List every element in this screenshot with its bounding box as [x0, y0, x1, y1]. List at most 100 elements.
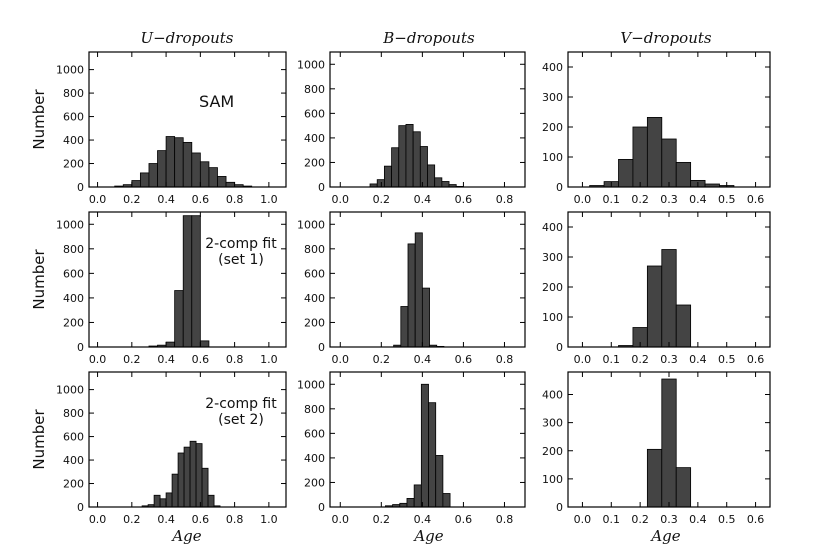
y-tick-label: 100 [542, 473, 563, 486]
y-tick-label: 0 [556, 341, 563, 354]
y-tick-label: 200 [542, 121, 563, 134]
x-tick-label: 0.8 [226, 353, 244, 366]
y-tick-label: 0 [77, 341, 84, 354]
y-tick-label: 800 [63, 87, 84, 100]
x-tick-label: 0.0 [574, 513, 592, 526]
y-axis-label: Number [30, 409, 48, 470]
y-tick-label: 200 [542, 281, 563, 294]
x-tick-label: 0.5 [718, 193, 736, 206]
histogram-bar [139, 172, 150, 188]
histogram-bar [165, 492, 173, 508]
histogram-bar [661, 138, 677, 188]
panel-annotation: 2-comp fit [205, 396, 277, 412]
y-tick-label: 600 [63, 111, 84, 124]
y-tick-label: 300 [542, 91, 563, 104]
x-tick-label: 0.4 [689, 193, 707, 206]
histogram-bar [442, 493, 451, 508]
x-tick-label: 0.1 [603, 193, 621, 206]
x-tick-label: 1.0 [260, 193, 278, 206]
y-axis-label: Number [30, 249, 48, 310]
histogram-bar [189, 440, 197, 508]
x-tick-label: 0.8 [226, 513, 244, 526]
x-tick-label: 0.2 [373, 353, 391, 366]
x-tick-label: 0.6 [192, 193, 210, 206]
x-tick-label: 0.5 [718, 513, 736, 526]
histogram-bar [217, 176, 227, 188]
y-tick-label: 400 [63, 134, 84, 147]
histogram-bar [420, 383, 429, 508]
x-tick-label: 0.0 [332, 353, 350, 366]
x-axis-label-col2: Age [412, 527, 443, 545]
x-tick-label: 0.6 [455, 513, 473, 526]
column-title-u-dropouts: U−dropouts [140, 29, 233, 47]
histogram-bar [159, 498, 167, 508]
histogram-bar [183, 446, 191, 508]
y-axis-label: Number [30, 89, 48, 150]
column-title-v-dropouts: V−dropouts [620, 29, 712, 47]
y-tick-label: 800 [304, 243, 325, 256]
y-tick-label: 200 [542, 445, 563, 458]
x-tick-label: 0.0 [89, 513, 107, 526]
x-tick-label: 0.0 [89, 193, 107, 206]
histogram-bar [153, 494, 161, 508]
histogram-bar [165, 341, 176, 348]
y-tick-label: 600 [304, 427, 325, 440]
y-tick-label: 1000 [297, 218, 325, 231]
histogram-bar [199, 340, 210, 348]
histogram-bar [427, 164, 436, 188]
histogram-bar [174, 290, 184, 348]
x-tick-label: 0.4 [414, 193, 432, 206]
y-tick-label: 300 [542, 251, 563, 264]
panel-5: 0.0 0.1 0.2 0.3 0.4 0.5 0.6 0 100 200 300 400 [542, 211, 771, 366]
x-tick-label: 0.0 [332, 193, 350, 206]
panel-2: 0.0 0.1 0.2 0.3 0.4 0.5 0.6 0 100 200 300 400 [542, 51, 771, 206]
histogram-bar [675, 161, 692, 188]
x-tick-label: 0.4 [689, 513, 707, 526]
histogram-bar [171, 473, 179, 508]
histogram-bar [414, 232, 423, 348]
x-tick-label: 1.0 [260, 513, 278, 526]
histogram-bar [428, 402, 437, 508]
y-tick-label: 200 [304, 476, 325, 489]
histogram-bar [191, 215, 201, 348]
histogram-bar [191, 152, 201, 188]
panel-0: 0.0 0.2 0.4 0.6 0.8 1.0 0 200 400 600 800 1000 Numbe… [30, 51, 287, 206]
histogram-bar [646, 117, 663, 188]
x-tick-label: 0.2 [373, 193, 391, 206]
x-tick-label: 0.6 [192, 513, 210, 526]
y-tick-label: 100 [542, 311, 563, 324]
histogram-bar [225, 181, 236, 188]
y-tick-label: 0 [556, 181, 563, 194]
y-tick-label: 800 [63, 243, 84, 256]
histogram-bar [157, 150, 167, 188]
histogram-bar [632, 126, 648, 188]
y-tick-label: 800 [63, 407, 84, 420]
panel-annotation: (set 1) [218, 252, 264, 268]
histogram-bar [177, 452, 185, 508]
x-tick-label: 0.4 [157, 353, 175, 366]
y-tick-label: 600 [304, 107, 325, 120]
y-tick-label: 200 [63, 478, 84, 491]
x-tick-label: 0.2 [373, 513, 391, 526]
histogram-bar [165, 136, 176, 188]
y-tick-label: 400 [304, 452, 325, 465]
y-tick-label: 800 [304, 83, 325, 96]
y-tick-label: 1000 [56, 384, 84, 397]
x-tick-label: 0.2 [631, 193, 649, 206]
y-tick-label: 200 [63, 158, 84, 171]
histogram-bar [207, 494, 215, 508]
histogram-bar [407, 243, 416, 348]
x-tick-label: 0.6 [192, 353, 210, 366]
x-tick-label: 0.3 [660, 513, 678, 526]
x-tick-label: 0.4 [689, 353, 707, 366]
y-tick-label: 600 [63, 431, 84, 444]
histogram-bar [421, 287, 430, 348]
histogram-bar [400, 306, 409, 348]
axes-frame [88, 371, 287, 508]
y-tick-label: 200 [304, 316, 325, 329]
x-tick-label: 0.6 [747, 193, 765, 206]
y-tick-label: 400 [63, 454, 84, 467]
axes-frame [329, 211, 526, 348]
y-tick-label: 0 [318, 501, 325, 514]
x-tick-label: 1.0 [260, 353, 278, 366]
